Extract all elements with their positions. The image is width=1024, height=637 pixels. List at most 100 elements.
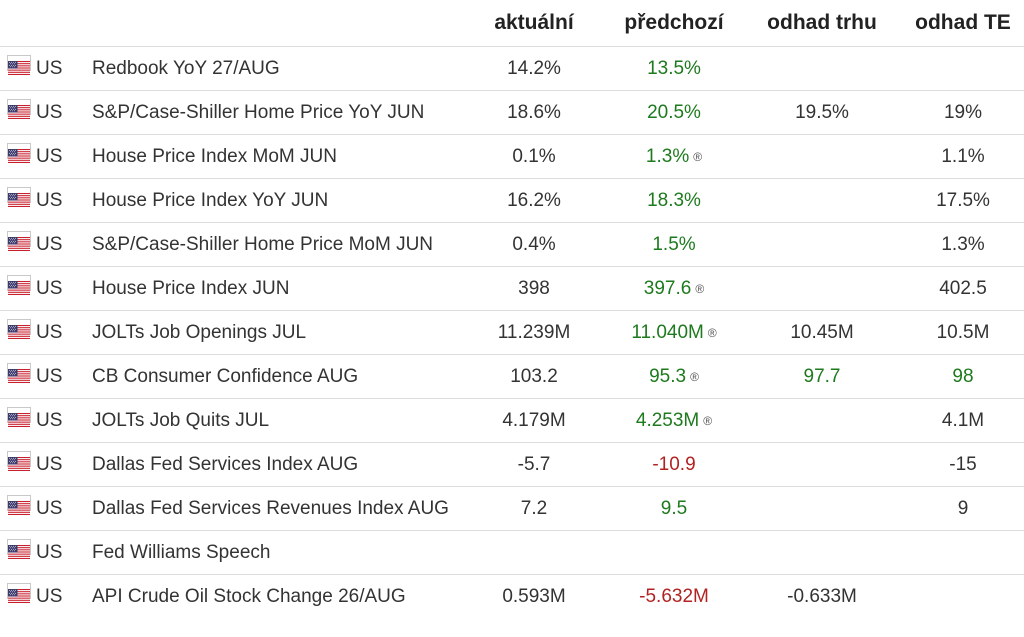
event-name[interactable]: CB Consumer Confidence AUG <box>92 354 462 399</box>
consensus-value <box>742 266 902 311</box>
previous-cell: 20.5% <box>606 90 742 135</box>
country-cell[interactable]: US <box>0 134 92 179</box>
actual-value: 0.1% <box>462 134 606 179</box>
country-code: US <box>36 454 63 475</box>
consensus-value <box>742 398 902 443</box>
country-code: US <box>36 322 63 343</box>
consensus-value <box>742 46 902 91</box>
table-row[interactable]: US Dallas Fed Services Index AUG -5.7 -1… <box>0 442 1024 487</box>
actual-value: 398 <box>462 266 606 311</box>
country-code: US <box>36 234 63 255</box>
country-cell[interactable]: US <box>0 266 92 311</box>
previous-cell: 11.040M ® <box>606 310 742 355</box>
previous-value: 20.5% <box>647 102 701 123</box>
table-row[interactable]: US S&P/Case-Shiller Home Price MoM JUN 0… <box>0 222 1024 267</box>
us-flag-icon <box>8 364 30 383</box>
country-code: US <box>36 366 63 387</box>
previous-cell: 18.3% <box>606 178 742 223</box>
previous-value: 11.040M <box>631 322 704 343</box>
actual-value: 0.4% <box>462 222 606 267</box>
previous-value: 18.3% <box>647 190 701 211</box>
event-name[interactable]: S&P/Case-Shiller Home Price MoM JUN <box>92 222 462 267</box>
country-cell[interactable]: US <box>0 574 92 618</box>
forecast-value: 17.5% <box>902 178 1024 223</box>
country-cell[interactable]: US <box>0 310 92 355</box>
previous-value: 1.5% <box>652 234 696 255</box>
previous-cell: 13.5% <box>606 46 742 91</box>
country-code: US <box>36 190 63 211</box>
event-name[interactable]: Dallas Fed Services Revenues Index AUG <box>92 486 462 531</box>
previous-value: -5.632M <box>639 586 709 607</box>
country-cell[interactable]: US <box>0 398 92 443</box>
actual-value: 11.239M <box>462 310 606 355</box>
us-flag-icon <box>8 584 30 603</box>
previous-value: 4.253M <box>635 410 700 431</box>
country-cell[interactable]: US <box>0 354 92 399</box>
event-name[interactable]: API Crude Oil Stock Change 26/AUG <box>92 574 462 618</box>
revised-icon[interactable]: ® <box>707 326 717 340</box>
event-name[interactable]: JOLTs Job Openings JUL <box>92 310 462 355</box>
consensus-value <box>742 222 902 267</box>
header-consensus[interactable]: odhad trhu <box>767 11 877 34</box>
country-code: US <box>36 498 63 519</box>
table-row[interactable]: US Redbook YoY 27/AUG 14.2% 13.5% <box>0 46 1024 91</box>
table-row[interactable]: US House Price Index YoY JUN 16.2% 18.3%… <box>0 178 1024 223</box>
table-row[interactable]: US API Crude Oil Stock Change 26/AUG 0.5… <box>0 574 1024 618</box>
event-name[interactable]: JOLTs Job Quits JUL <box>92 398 462 443</box>
consensus-value: 10.45M <box>742 310 902 355</box>
previous-value: 1.3% <box>645 146 690 167</box>
header-forecast[interactable]: odhad TE <box>915 11 1011 34</box>
previous-value: 397.6 <box>643 278 692 299</box>
economic-calendar-table: aktuální předchozí odhad trhu odhad TE <box>0 0 1024 618</box>
country-code: US <box>36 542 63 563</box>
event-name[interactable]: S&P/Case-Shiller Home Price YoY JUN <box>92 90 462 135</box>
forecast-value: 4.1M <box>902 398 1024 443</box>
table-row[interactable]: US House Price Index JUN 398 397.6 ® 402.… <box>0 266 1024 311</box>
event-name[interactable]: Dallas Fed Services Index AUG <box>92 442 462 487</box>
previous-cell: 1.3% ® <box>606 134 742 179</box>
country-cell[interactable]: US <box>0 222 92 267</box>
forecast-value: 10.5M <box>902 310 1024 355</box>
table-row[interactable]: US JOLTs Job Quits JUL 4.179M 4.253M ® 4.… <box>0 398 1024 443</box>
event-name[interactable]: Fed Williams Speech <box>92 530 462 575</box>
revised-icon[interactable]: ® <box>695 282 705 296</box>
table-row[interactable]: US CB Consumer Confidence AUG 103.2 95.3… <box>0 354 1024 399</box>
header-previous[interactable]: předchozí <box>624 11 724 34</box>
revised-icon[interactable]: ® <box>690 370 699 384</box>
table-row[interactable]: US S&P/Case-Shiller Home Price YoY JUN 1… <box>0 90 1024 135</box>
us-flag-icon <box>8 276 30 295</box>
country-cell[interactable]: US <box>0 530 92 575</box>
country-cell[interactable]: US <box>0 46 92 91</box>
us-flag-icon <box>8 100 30 119</box>
table-row[interactable]: US Fed Williams Speech <box>0 530 1024 575</box>
country-cell[interactable]: US <box>0 486 92 531</box>
forecast-value <box>902 530 1024 575</box>
revised-icon[interactable]: ® <box>703 414 713 428</box>
previous-value: 95.3 <box>649 366 687 387</box>
forecast-value <box>902 574 1024 618</box>
event-name[interactable]: House Price Index YoY JUN <box>92 178 462 223</box>
country-cell[interactable]: US <box>0 90 92 135</box>
consensus-value <box>742 178 902 223</box>
country-cell[interactable]: US <box>0 178 92 223</box>
us-flag-icon <box>8 496 30 515</box>
country-code: US <box>36 58 63 79</box>
revised-icon[interactable]: ® <box>693 150 703 164</box>
consensus-value: 19.5% <box>742 90 902 135</box>
header-actual[interactable]: aktuální <box>494 11 574 34</box>
previous-value: -10.9 <box>652 454 696 475</box>
previous-value: 13.5% <box>647 58 701 79</box>
event-name[interactable]: House Price Index MoM JUN <box>92 134 462 179</box>
table-header-row: aktuální předchozí odhad trhu odhad TE <box>0 0 1024 47</box>
event-name[interactable]: House Price Index JUN <box>92 266 462 311</box>
event-name[interactable]: Redbook YoY 27/AUG <box>92 46 462 91</box>
table-row[interactable]: US JOLTs Job Openings JUL 11.239M 11.040… <box>0 310 1024 355</box>
consensus-value <box>742 486 902 531</box>
table-row[interactable]: US Dallas Fed Services Revenues Index AU… <box>0 486 1024 531</box>
us-flag-icon <box>8 232 30 251</box>
forecast-value: -15 <box>902 442 1024 487</box>
forecast-value <box>902 46 1024 91</box>
country-cell[interactable]: US <box>0 442 92 487</box>
previous-value: 9.5 <box>660 498 688 519</box>
table-row[interactable]: US House Price Index MoM JUN 0.1% 1.3% ® … <box>0 134 1024 179</box>
